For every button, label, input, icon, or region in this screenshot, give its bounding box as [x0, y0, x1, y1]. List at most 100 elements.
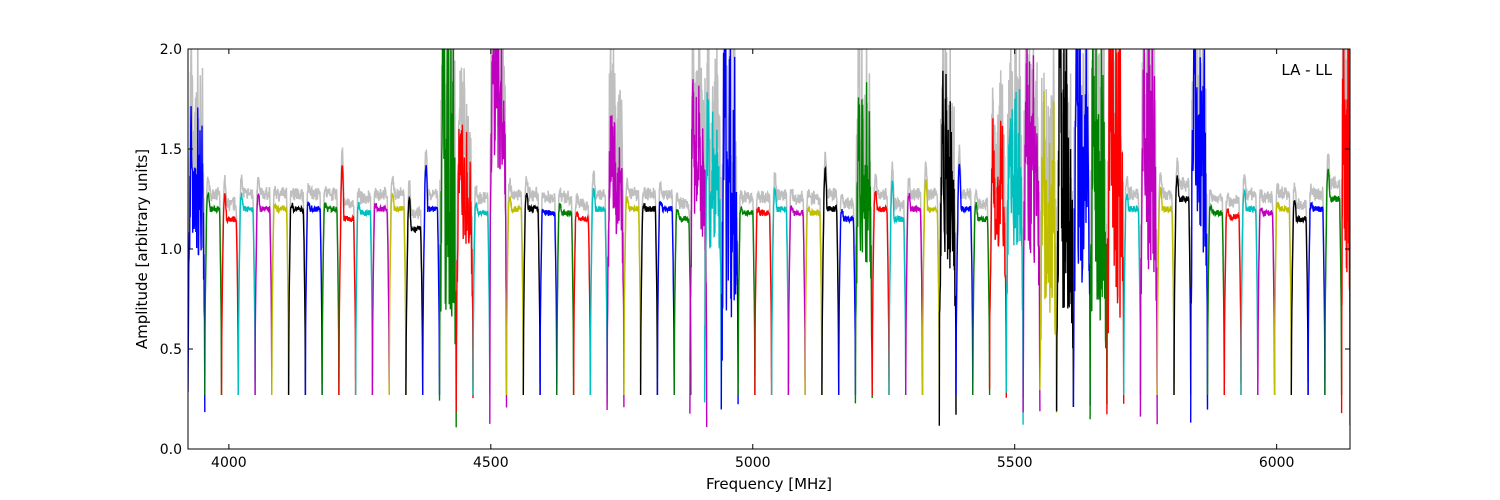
- series-line-22: [556, 202, 575, 396]
- series-line-15: [438, 49, 457, 428]
- background-line: [1206, 188, 1226, 385]
- series-line-60: [1189, 49, 1209, 423]
- series-line-0: [188, 106, 206, 413]
- background-line: [1173, 157, 1192, 380]
- background-line: [455, 67, 474, 401]
- series-line-54: [1089, 49, 1108, 420]
- background-line: [623, 177, 642, 385]
- series-line-30: [689, 79, 708, 428]
- background-line: [737, 190, 756, 380]
- series-line-57: [1139, 49, 1158, 425]
- background-line: [921, 160, 941, 377]
- background-line: [405, 179, 424, 382]
- y-tick-label: 0.5: [160, 342, 182, 358]
- background-line: [1290, 182, 1309, 383]
- background-line: [589, 170, 608, 385]
- series-line-49: [1005, 89, 1024, 425]
- series-line-21: [539, 208, 558, 396]
- background-line: [188, 49, 206, 393]
- background-line: [804, 189, 823, 383]
- series-line-53: [1072, 49, 1091, 407]
- series-line-31: [703, 92, 722, 410]
- y-axis: 0.0 0.5 1.0 1.5 2.0: [160, 42, 1350, 458]
- series-line-39: [838, 208, 857, 396]
- series-line-64: [1257, 207, 1276, 396]
- series-line-9: [338, 164, 357, 396]
- background-line: [371, 186, 390, 379]
- series-line-32: [720, 49, 739, 409]
- background-line: [955, 144, 974, 383]
- background-line: [220, 175, 240, 383]
- series-line-41: [871, 190, 890, 396]
- series-line-45: [938, 70, 957, 426]
- background-line: [770, 172, 790, 384]
- series-line-42: [888, 180, 907, 396]
- series-line-6: [287, 202, 307, 396]
- series-line-29: [673, 209, 692, 396]
- background-line: [539, 190, 558, 385]
- x-tick-label: 6000: [1259, 455, 1295, 471]
- background-line: [556, 187, 575, 385]
- background-line: [1307, 183, 1326, 383]
- series-line-1: [204, 191, 223, 396]
- x-tick-label: 4500: [473, 455, 509, 471]
- background-line: [888, 161, 907, 382]
- series-line-62: [1223, 208, 1242, 396]
- series-line-50: [1022, 49, 1041, 413]
- series-line-27: [639, 203, 659, 396]
- background-line: [1324, 153, 1343, 382]
- background-line: [321, 186, 340, 385]
- series-line-66: [1290, 200, 1309, 396]
- series-line-63: [1240, 188, 1259, 396]
- background-line: [972, 188, 991, 380]
- series-line-11: [371, 202, 390, 396]
- series-line-34: [754, 206, 773, 396]
- series-line-56: [1122, 193, 1142, 396]
- background-line: [472, 185, 491, 381]
- series-line-3: [237, 192, 256, 396]
- series-line-35: [770, 186, 790, 396]
- background-line: [1273, 182, 1293, 385]
- series-line-55: [1106, 49, 1125, 415]
- series-line-52: [1055, 49, 1075, 412]
- y-tick-label: 1.5: [160, 142, 182, 158]
- series-line-51: [1039, 91, 1058, 413]
- series-line-46: [955, 163, 974, 396]
- background-line: [656, 180, 675, 378]
- background-line: [237, 174, 256, 385]
- background-line: [1089, 49, 1108, 389]
- series-line-16: [455, 124, 474, 413]
- series-line-33: [737, 205, 756, 396]
- background-line: [904, 177, 924, 381]
- background-line: [1039, 49, 1058, 410]
- series-line-44: [921, 179, 940, 396]
- background-line: [854, 49, 873, 382]
- series-line-20: [522, 192, 541, 396]
- series-line-67: [1307, 201, 1326, 396]
- background-line: [787, 188, 806, 383]
- series-line-8: [321, 202, 340, 396]
- background-line: [1240, 174, 1259, 384]
- x-tick-label: 5500: [997, 455, 1033, 471]
- y-tick-label: 2.0: [160, 42, 182, 58]
- series-line-37: [804, 204, 823, 396]
- background-line: [354, 187, 374, 378]
- background-line: [287, 187, 307, 385]
- series-line-36: [787, 204, 806, 396]
- background-line: [505, 177, 525, 382]
- background-line: [204, 176, 223, 376]
- series-line-65: [1273, 201, 1293, 396]
- series-line-38: [821, 165, 840, 396]
- series-line-61: [1206, 202, 1226, 396]
- series-line-43: [905, 192, 924, 396]
- series-line-5: [271, 202, 290, 396]
- series-line-24: [589, 187, 608, 396]
- series-line-47: [972, 202, 991, 396]
- series-line-59: [1173, 175, 1192, 396]
- background-line: [522, 176, 541, 384]
- background-line: [254, 176, 273, 383]
- series-line-68: [1324, 168, 1343, 396]
- series-line-18: [489, 49, 508, 424]
- x-tick-label: 5000: [735, 455, 771, 471]
